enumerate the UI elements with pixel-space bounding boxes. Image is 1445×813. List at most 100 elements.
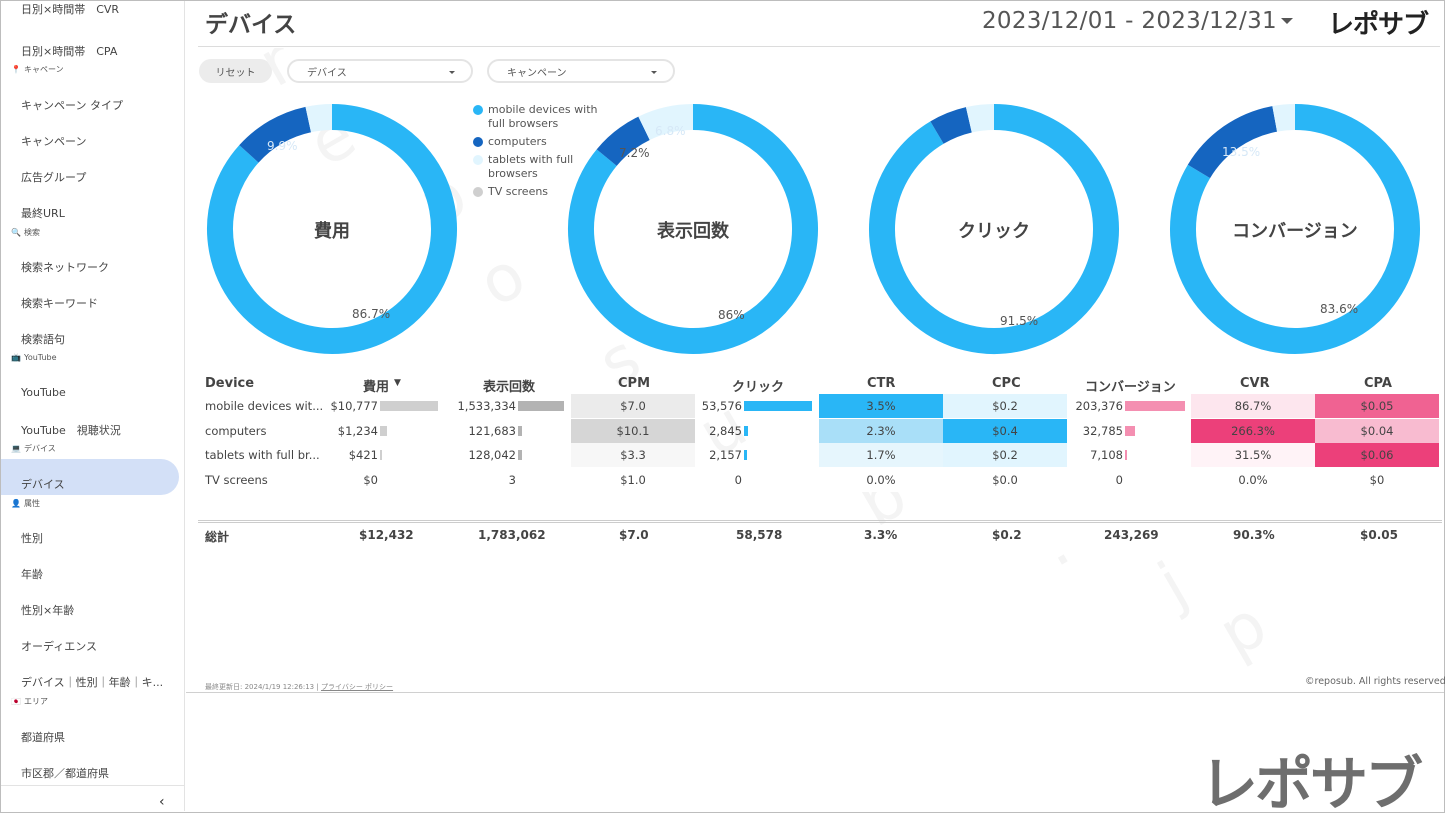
sidebar-item[interactable]: 検索語句 (21, 333, 65, 346)
total-cpc: $0.2 (992, 528, 1022, 542)
clicks-cell: 2,157 (709, 448, 742, 462)
donut-percent-label: 6.8% (655, 124, 686, 138)
clicks-cell: 53,576 (701, 399, 742, 413)
pin-icon: 📍 (11, 65, 21, 74)
sidebar-item[interactable]: YouTube (21, 386, 66, 399)
sidebar-item[interactable]: 都道府県 (21, 731, 65, 744)
sidebar-item[interactable]: YouTube 視聴状況 (21, 424, 121, 437)
cpa-cell: $0.05 (1315, 394, 1439, 418)
cvr-cell: 0.0% (1191, 467, 1315, 492)
donut-title: コンバージョン (1232, 221, 1358, 242)
column-header-cpm: CPM (618, 376, 651, 391)
legend-item[interactable]: mobile devices with full browsers (473, 103, 613, 131)
sidebar-item[interactable]: 日別×時間帯 CVR (21, 3, 120, 16)
sidebar-item[interactable]: 広告グループ (21, 171, 87, 184)
sidebar-item[interactable]: キャンペーン タイプ (21, 99, 123, 112)
legend-item[interactable]: TV screens (473, 185, 548, 199)
sidebar-section-label: 属性 (24, 499, 40, 508)
sidebar-item[interactable]: 最終URL (21, 207, 65, 220)
impressions-cell: 128,042 (468, 448, 516, 462)
donut-percent-label: 86.7% (352, 307, 391, 321)
donut-percent-label: 91.5% (1000, 314, 1039, 328)
donut-slice-tablets (305, 104, 333, 133)
collapse-sidebar-icon[interactable]: ‹ (159, 794, 165, 810)
privacy-policy-link[interactable]: プライバシー ポリシー (320, 683, 394, 691)
impressions-bar (518, 425, 522, 436)
total-impressions: 1,783,062 (478, 528, 546, 542)
cost-cell: $10,777 (330, 399, 378, 413)
impressions-bar (518, 401, 564, 411)
date-range-picker[interactable]: 2023/12/01 - 2023/12/31 (982, 8, 1277, 34)
legend-swatch (473, 187, 483, 197)
legend-swatch (473, 155, 483, 165)
sidebar-active-highlight (1, 459, 179, 495)
ctr-cell: 0.0% (819, 467, 943, 492)
sidebar-item[interactable]: 検索ネットワーク (21, 261, 109, 274)
sidebar-item[interactable]: 年齢 (21, 568, 43, 581)
sidebar-item[interactable]: 市区郡／都道府県 (21, 767, 109, 780)
legend-item[interactable]: tablets with full browsers (473, 153, 613, 181)
cost-cell: $1,234 (337, 423, 378, 438)
cpa-cell: $0.04 (1315, 418, 1439, 443)
column-header-device: Device (205, 376, 255, 391)
campaign-filter-select[interactable]: キャンペーン (487, 59, 675, 83)
cvr-cell: 266.3% (1191, 418, 1315, 443)
donut-percent-label: 86% (718, 308, 745, 322)
dropdown-caret-icon (651, 71, 657, 74)
device-filter-select[interactable]: デバイス (287, 59, 473, 83)
total-conversions: 243,269 (1104, 528, 1159, 542)
sidebar: 日別×時間帯 CVR 日別×時間帯 CPA 📍 キャペーン キャンペーン タイプ キャンペ… (1, 1, 185, 811)
sidebar-item[interactable]: 性別 (21, 532, 43, 545)
column-header-cvr: CVR (1240, 376, 1270, 391)
donut-chart (1170, 104, 1420, 354)
cpm-cell: $10.1 (571, 418, 695, 443)
impressions-cell: 1,533,334 (457, 399, 516, 413)
legend-label: mobile devices with full browsers (488, 103, 598, 130)
legend-swatch (473, 137, 483, 147)
header-divider (198, 46, 1440, 47)
donut-slice-computers (1187, 106, 1278, 179)
total-ctr: 3.3% (864, 528, 898, 542)
chevron-down-icon[interactable] (1281, 18, 1293, 24)
clicks-bar (744, 401, 812, 411)
total-clicks: 58,578 (736, 528, 783, 542)
copyright-text: ©reposub. All rights reserved. (1305, 676, 1445, 687)
clicks-bar (744, 425, 748, 436)
cost-bar (380, 401, 438, 411)
sidebar-item-active[interactable]: デバイス (21, 478, 65, 491)
donut-slice-tablets (1272, 104, 1296, 132)
sidebar-item[interactable]: キャンペーン (21, 135, 87, 148)
donut-slice-computers (596, 116, 651, 167)
cpc-cell: $0.4 (943, 418, 1067, 443)
donut-slice-computers (239, 106, 312, 163)
page-title: デバイス (205, 12, 297, 38)
sidebar-item[interactable]: デバイス｜性別｜年齢｜キ... (21, 676, 164, 689)
total-cpa: $0.05 (1360, 528, 1398, 542)
ctr-cell: 1.7% (819, 443, 943, 467)
sidebar-item[interactable]: オーディエンス (21, 640, 98, 653)
ctr-cell: 3.5% (819, 394, 943, 418)
sidebar-item[interactable]: 検索キーワード (21, 297, 98, 310)
donut-chart (568, 104, 818, 354)
sidebar-item[interactable]: 日別×時間帯 CPA (21, 45, 118, 58)
donut-slice-tablets (965, 104, 995, 133)
cpc-cell: $0.2 (943, 394, 1067, 418)
conversions-cell: 0 (1115, 472, 1123, 487)
donut-title: 費用 (314, 221, 350, 242)
sidebar-section-label: 検索 (24, 228, 40, 237)
impressions-cell: 121,683 (468, 423, 516, 438)
column-header-cost[interactable]: 費用 (363, 380, 390, 395)
sort-desc-icon: ▼ (394, 378, 401, 388)
cpm-cell: $7.0 (571, 394, 695, 418)
cpm-cell: $1.0 (571, 467, 695, 492)
device-name-cell: mobile devices wit... (205, 399, 324, 413)
legend-item[interactable]: computers (473, 135, 547, 149)
legend-label: computers (488, 135, 547, 148)
total-cvr: 90.3% (1233, 528, 1275, 542)
donut-slice-computers (930, 107, 973, 145)
campaign-filter-label: キャンペーン (507, 67, 567, 79)
sidebar-section-header: 💻 デバイス (11, 443, 56, 454)
cpm-cell: $3.3 (571, 443, 695, 467)
sidebar-item[interactable]: 性別×年齢 (21, 604, 75, 617)
reset-button[interactable]: リセット (199, 59, 272, 83)
